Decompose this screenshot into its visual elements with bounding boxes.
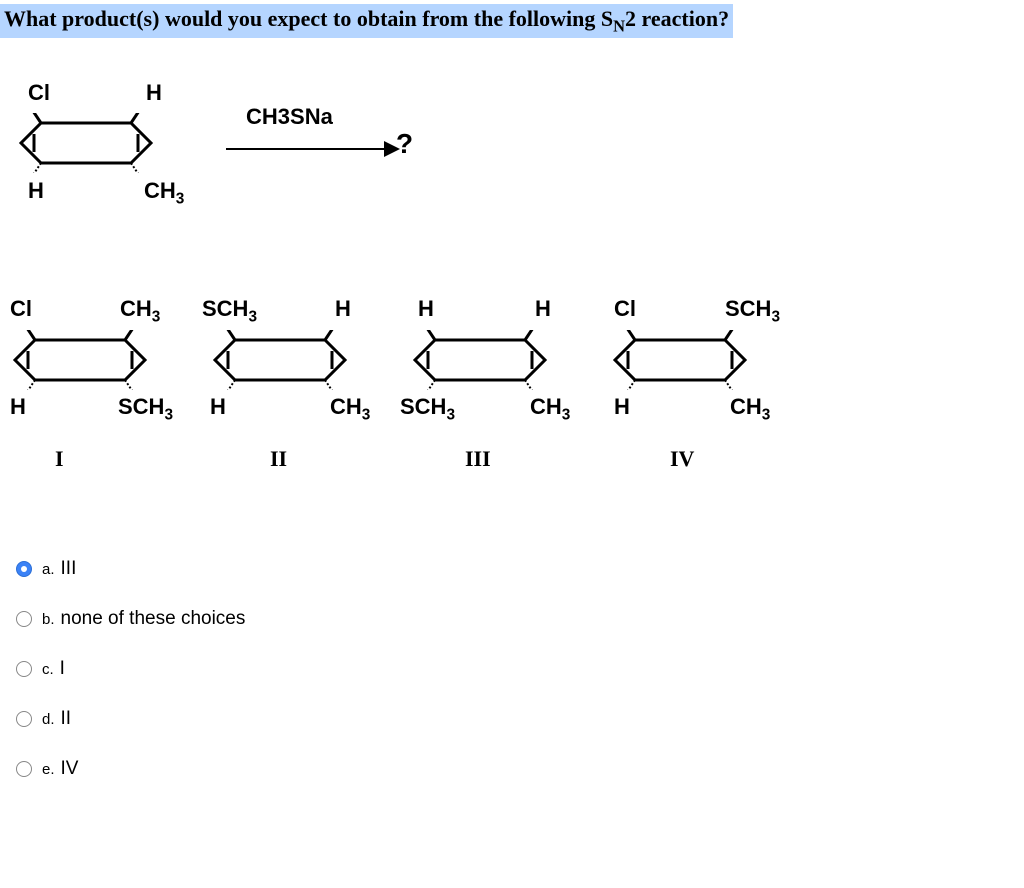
- choice-prefix: b.: [42, 611, 55, 628]
- choice-prefix: e.: [42, 761, 55, 778]
- reaction-row: Cl H H CH3 CH3SNa ?: [16, 78, 816, 218]
- p3-bl: SCH3: [400, 394, 455, 424]
- product-ring: [10, 330, 150, 390]
- radio-icon[interactable]: [16, 711, 32, 727]
- title-part1: What product(s) would you expect to obta…: [4, 6, 613, 31]
- roman-3: III: [465, 446, 491, 472]
- choice-prefix: a.: [42, 561, 55, 578]
- radio-icon[interactable]: [16, 761, 32, 777]
- question-title: What product(s) would you expect to obta…: [0, 4, 733, 38]
- p1-tr: CH3: [120, 296, 160, 326]
- p1-br: SCH3: [118, 394, 173, 424]
- radio-icon[interactable]: [16, 561, 32, 577]
- hexagon-icon: [210, 330, 350, 390]
- roman-4: IV: [670, 446, 694, 472]
- title-sub: N: [613, 16, 625, 35]
- p1-tl: Cl: [10, 296, 32, 322]
- p3-tr: H: [535, 296, 551, 322]
- choice-label: I: [60, 658, 65, 680]
- products-row: Cl CH3 H SCH3 I SCH3 H H CH3: [10, 300, 910, 530]
- answer-choices: a. III b. none of these choices c. I d. …: [16, 558, 245, 808]
- product-ring: [210, 330, 350, 390]
- radio-icon[interactable]: [16, 661, 32, 677]
- p2-tl: SCH3: [202, 296, 257, 326]
- hexagon-icon: [610, 330, 750, 390]
- hexagon-icon: [10, 330, 150, 390]
- p2-bl: H: [210, 394, 226, 420]
- arrow-line-icon: [226, 148, 386, 150]
- roman-1: I: [55, 446, 64, 472]
- choice-prefix: c.: [42, 661, 54, 678]
- p4-br: CH3: [730, 394, 770, 424]
- p4-bl: H: [614, 394, 630, 420]
- choice-d[interactable]: d. II: [16, 708, 245, 730]
- p3-tl: H: [418, 296, 434, 322]
- hexagon-icon: [410, 330, 550, 390]
- product-ring: [610, 330, 750, 390]
- choice-e[interactable]: e. IV: [16, 758, 245, 780]
- roman-2: II: [270, 446, 287, 472]
- choice-label: III: [61, 558, 77, 580]
- sm-bot-left: H: [28, 178, 44, 204]
- sm-bot-right: CH3: [144, 178, 184, 208]
- p1-bl: H: [10, 394, 26, 420]
- product-ring: [410, 330, 550, 390]
- title-part3: 2 reaction?: [625, 6, 729, 31]
- starting-ring: [16, 113, 156, 173]
- choice-b[interactable]: b. none of these choices: [16, 608, 245, 630]
- choice-c[interactable]: c. I: [16, 658, 245, 680]
- reagent-label: CH3SNa: [246, 104, 333, 130]
- p4-tr: SCH3: [725, 296, 780, 326]
- sm-top-left: Cl: [28, 80, 50, 106]
- choice-label: none of these choices: [61, 608, 246, 630]
- p4-tl: Cl: [614, 296, 636, 322]
- choice-prefix: d.: [42, 711, 55, 728]
- choice-label: II: [61, 708, 72, 730]
- choice-label: IV: [61, 758, 79, 780]
- p2-br: CH3: [330, 394, 370, 424]
- choice-a[interactable]: a. III: [16, 558, 245, 580]
- hexagon-icon: [16, 113, 156, 173]
- radio-icon[interactable]: [16, 611, 32, 627]
- sm-top-right: H: [146, 80, 162, 106]
- p3-br: CH3: [530, 394, 570, 424]
- p2-tr: H: [335, 296, 351, 322]
- reaction-result: ?: [396, 128, 413, 160]
